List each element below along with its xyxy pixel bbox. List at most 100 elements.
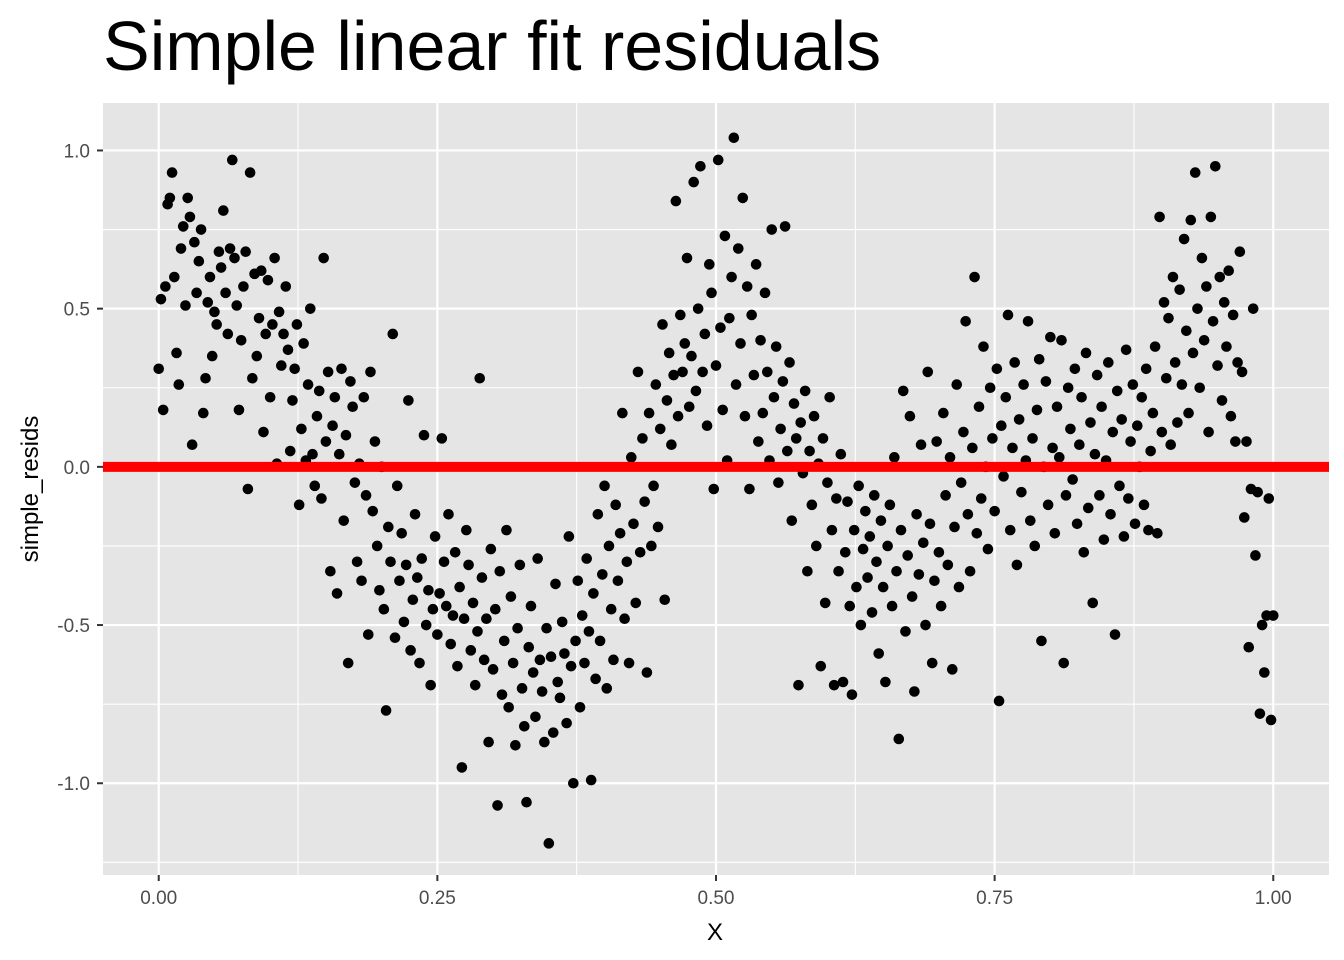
data-point [690, 385, 702, 397]
data-point [1140, 363, 1152, 375]
data-point [1016, 486, 1027, 498]
data-point [1111, 385, 1123, 397]
data-point [962, 509, 974, 520]
data-point [387, 328, 399, 340]
data-point [1163, 312, 1174, 324]
data-point [349, 477, 361, 488]
data-point [967, 442, 978, 454]
data-point [889, 452, 900, 463]
data-point [1049, 528, 1061, 539]
data-point [1192, 303, 1203, 314]
x-tick-label: 1.00 [1255, 888, 1292, 909]
data-point [443, 509, 454, 520]
data-point [574, 702, 586, 713]
data-point [971, 528, 983, 539]
data-point [1114, 480, 1125, 492]
data-point [316, 493, 327, 504]
data-point [166, 167, 178, 178]
data-point [309, 480, 321, 492]
x-axis: 0.00 0.25 0.50 0.75 1.00 [140, 875, 1292, 909]
data-point [1067, 474, 1078, 485]
data-point [391, 480, 403, 492]
data-point [960, 316, 971, 327]
data-point [839, 546, 851, 558]
data-point [447, 610, 459, 621]
data-point [289, 363, 301, 375]
data-point [837, 676, 849, 688]
data-point [173, 379, 185, 390]
data-point [1060, 490, 1072, 501]
data-point [1040, 376, 1052, 387]
data-point [423, 584, 434, 596]
data-point [650, 379, 662, 390]
data-point [686, 350, 697, 362]
data-point [331, 588, 343, 599]
data-point [1189, 167, 1201, 178]
data-point [891, 565, 902, 577]
data-point [539, 736, 550, 748]
data-point [333, 448, 345, 460]
data-point [612, 575, 624, 587]
data-point [779, 221, 791, 232]
data-point [630, 597, 642, 609]
data-point [877, 581, 889, 593]
data-point [1149, 341, 1161, 352]
data-point [1082, 502, 1094, 514]
data-point [802, 565, 813, 577]
data-points [153, 132, 1279, 849]
data-point [485, 543, 497, 555]
data-point [955, 477, 967, 488]
data-point [1120, 344, 1132, 356]
data-point [969, 271, 980, 283]
data-point [603, 540, 615, 552]
data-point [503, 702, 514, 713]
data-point [264, 391, 276, 403]
data-point [1098, 534, 1110, 545]
data-point [494, 565, 506, 577]
data-point [1145, 445, 1156, 457]
data-point [835, 448, 847, 460]
data-point [356, 575, 367, 587]
data-point [155, 293, 167, 305]
data-point [893, 733, 905, 745]
data-point [661, 395, 673, 406]
data-point [160, 281, 171, 292]
data-point [253, 312, 265, 324]
data-point [1176, 379, 1188, 390]
data-point [287, 395, 298, 406]
data-point [1129, 518, 1141, 530]
data-point [1036, 635, 1047, 647]
data-point [913, 569, 925, 580]
data-point [1042, 499, 1054, 511]
data-point [1105, 509, 1116, 520]
data-point [463, 559, 474, 571]
data-point [634, 546, 646, 558]
data-point [267, 319, 278, 330]
data-point [795, 417, 807, 428]
data-point [1027, 433, 1038, 444]
data-point [269, 252, 280, 264]
data-point [1002, 309, 1014, 321]
data-point [588, 588, 599, 599]
data-point [614, 528, 626, 539]
data-point [1203, 426, 1214, 438]
data-point [1187, 347, 1199, 359]
data-point [565, 660, 577, 672]
data-point [1160, 372, 1172, 384]
data-point [568, 777, 579, 789]
data-point [552, 676, 564, 688]
data-point [866, 607, 878, 618]
data-point [242, 483, 254, 495]
data-point [973, 401, 985, 413]
data-point [233, 404, 245, 416]
data-point [621, 556, 633, 568]
data-point [416, 553, 428, 564]
data-point [505, 591, 517, 602]
data-point [1243, 641, 1255, 653]
data-point [706, 287, 717, 299]
data-point [198, 407, 209, 419]
data-point [735, 338, 746, 349]
data-point [1116, 414, 1127, 425]
data-point [1089, 448, 1101, 460]
